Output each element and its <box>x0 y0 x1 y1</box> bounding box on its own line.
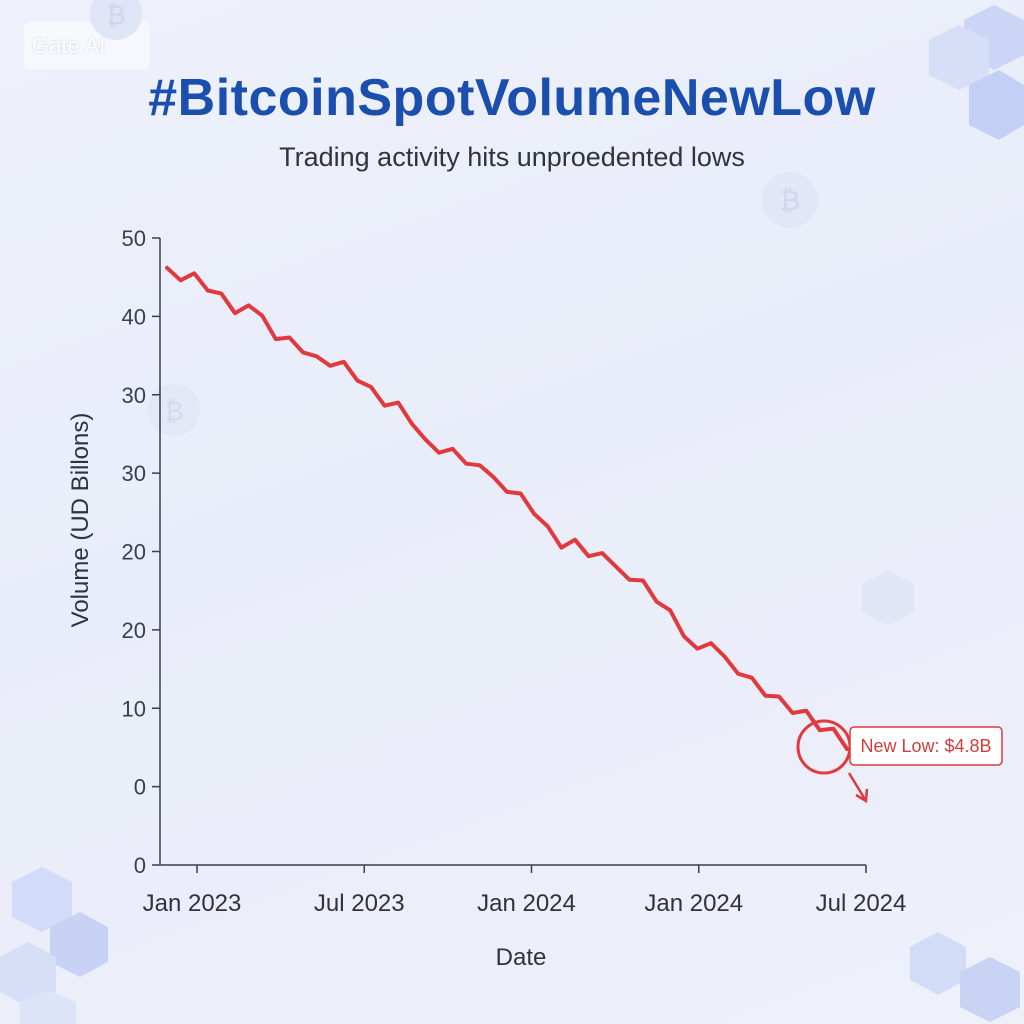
x-tick-label: Jan 2024 <box>644 890 743 917</box>
x-tick-label: Jan 2023 <box>143 890 242 917</box>
data-point <box>479 464 481 467</box>
data-point <box>560 546 563 549</box>
x-tick-label: Jan 2024 <box>477 890 576 917</box>
data-point <box>832 727 835 730</box>
arrow-head-icon <box>855 788 869 804</box>
data-point <box>193 272 195 275</box>
x-tick-label: Jul 2023 <box>314 890 405 917</box>
svg-text:₿: ₿ <box>106 1 125 31</box>
data-point <box>370 386 372 388</box>
cube-cluster-icon <box>0 867 108 1024</box>
bitcoin-coin-icon: ₿ <box>90 0 142 40</box>
data-point <box>288 336 291 339</box>
data-point <box>397 401 400 404</box>
data-point <box>166 266 168 269</box>
data-point <box>805 709 807 712</box>
data-point <box>220 292 223 295</box>
data-point <box>587 555 590 558</box>
data-point <box>819 729 821 731</box>
x-tick-label: Jul 2024 <box>816 890 907 917</box>
cube-cluster-icon <box>910 932 1020 1022</box>
y-tick-label: 30 <box>122 461 146 486</box>
data-point <box>737 672 739 675</box>
data-point <box>451 448 454 450</box>
data-point <box>424 438 427 441</box>
data-point <box>683 635 685 637</box>
y-tick-label: 50 <box>122 226 146 251</box>
data-point <box>655 600 658 603</box>
data-point <box>642 579 644 582</box>
data-point <box>247 304 250 307</box>
data-point <box>465 462 468 465</box>
data-point <box>723 655 726 658</box>
svg-text:₿: ₿ <box>164 397 183 427</box>
y-tick-label: 20 <box>122 618 146 643</box>
y-axis-label: Volume (UD Billons) <box>67 413 94 628</box>
data-point <box>601 552 603 554</box>
data-point <box>628 578 631 581</box>
y-tick-label: 10 <box>122 696 146 721</box>
data-point <box>438 451 440 454</box>
data-point <box>315 355 318 358</box>
data-point <box>506 491 508 493</box>
cube-cluster-icon <box>929 5 1024 140</box>
cube-cluster-icon <box>862 570 914 626</box>
data-point <box>696 647 699 650</box>
data-point <box>533 513 535 515</box>
bitcoin-coin-icon: ₿ <box>762 172 818 228</box>
x-axis-label: Date <box>496 944 547 971</box>
chart-axes <box>159 238 866 866</box>
data-point <box>261 314 264 317</box>
data-point <box>791 712 794 714</box>
new-low-annotation-label: New Low: $4.8B <box>860 736 991 756</box>
y-tick-label: 0 <box>134 775 146 800</box>
data-point <box>179 279 182 282</box>
bitcoin-coin-icon: ₿ <box>148 384 200 436</box>
data-point <box>492 476 495 478</box>
data-point <box>356 379 359 382</box>
data-point <box>207 289 209 292</box>
data-point <box>751 676 753 679</box>
page-title: #BitcoinSpotVolumeNewLow <box>148 69 876 127</box>
data-point <box>275 338 277 340</box>
data-point <box>669 609 671 612</box>
series-line <box>165 265 849 751</box>
data-point <box>519 492 522 495</box>
y-tick-label: 20 <box>122 540 146 565</box>
data-point <box>574 538 576 541</box>
data-point <box>234 312 236 315</box>
y-tick-label: 0 <box>134 853 146 878</box>
page-subtitle: Trading activity hits unproedented lows <box>279 142 745 172</box>
data-point <box>411 422 413 425</box>
data-point <box>383 404 386 407</box>
data-point <box>846 748 848 750</box>
data-point <box>778 695 780 698</box>
data-point <box>547 525 549 528</box>
data-point <box>329 364 332 367</box>
new-low-annotation-box <box>849 726 1003 766</box>
svg-text:₿: ₿ <box>780 184 801 217</box>
data-point <box>343 361 345 363</box>
data-point <box>710 642 712 644</box>
downward-arrow-icon <box>847 772 868 802</box>
data-point <box>302 351 304 354</box>
data-point <box>615 565 617 568</box>
data-point <box>764 694 767 697</box>
y-tick-label: 40 <box>122 304 146 329</box>
y-tick-label: 30 <box>122 383 146 408</box>
